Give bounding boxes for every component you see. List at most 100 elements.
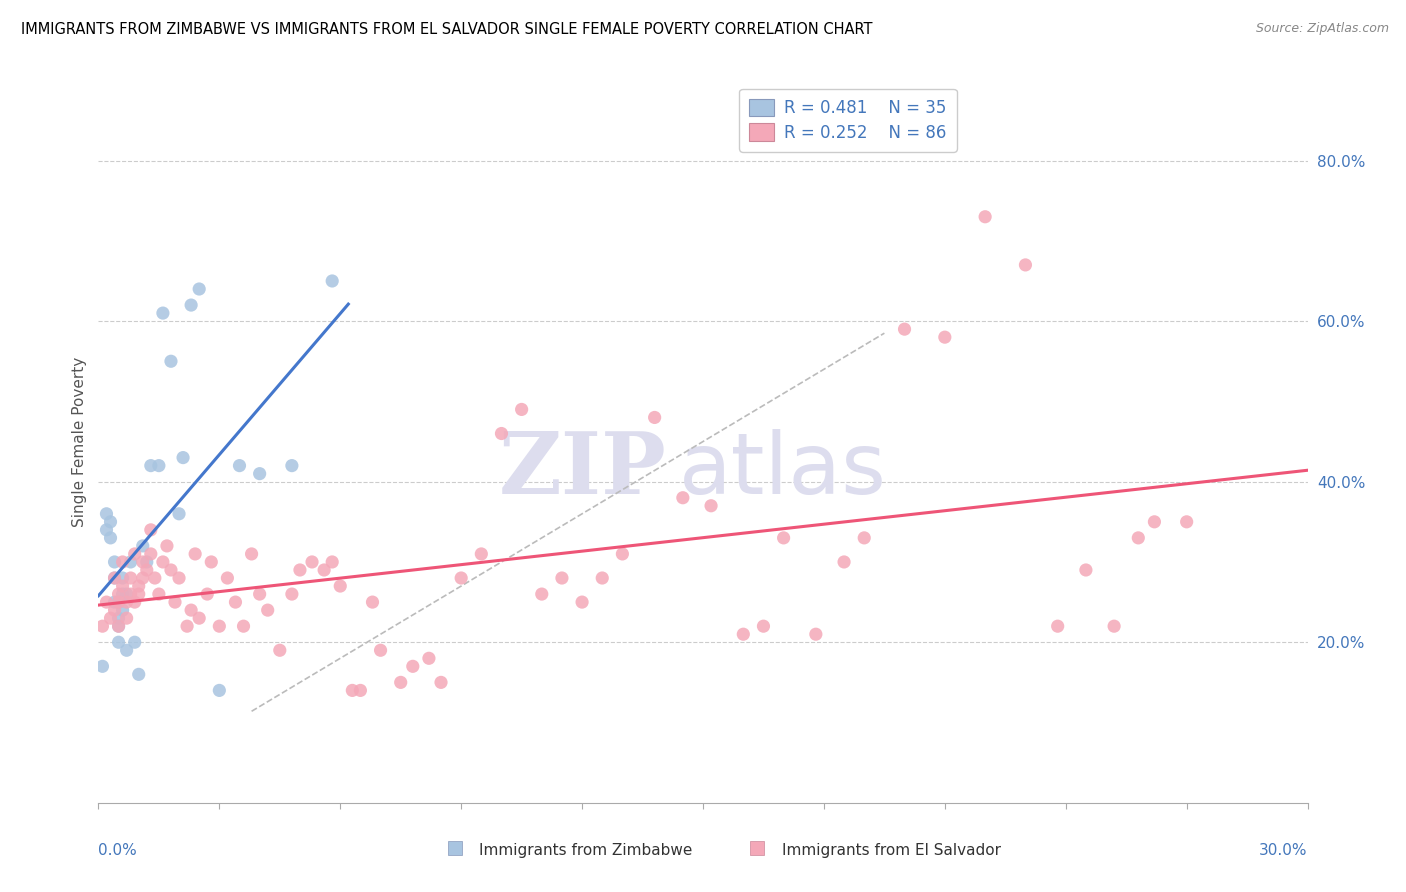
Point [124, 635, 146, 649]
Point [103, 603, 125, 617]
Point [418, 651, 440, 665]
Point [107, 635, 129, 649]
Point [1143, 515, 1166, 529]
Point [128, 667, 150, 681]
Point [1046, 619, 1069, 633]
Point [281, 587, 304, 601]
Legend: R = 0.481    N = 35, R = 0.252    N = 86: R = 0.481 N = 35, R = 0.252 N = 86 [740, 88, 957, 152]
Point [974, 210, 997, 224]
Point [314, 563, 336, 577]
Point [700, 499, 723, 513]
Point [107, 619, 129, 633]
Point [281, 458, 304, 473]
Point [132, 539, 155, 553]
Text: Immigrants from El Salvador: Immigrants from El Salvador [782, 843, 1001, 857]
Point [772, 531, 794, 545]
Point [195, 587, 218, 601]
Point [132, 555, 155, 569]
Point [100, 531, 122, 545]
Point [107, 619, 129, 633]
Text: Source: ZipAtlas.com: Source: ZipAtlas.com [1256, 22, 1389, 36]
Point [228, 458, 250, 473]
Point [135, 563, 157, 577]
Point [139, 547, 162, 561]
Point [733, 627, 755, 641]
Point [107, 611, 129, 625]
Point [1102, 619, 1125, 633]
Point [321, 274, 343, 288]
Point [208, 619, 231, 633]
Point [1128, 531, 1150, 545]
Point [224, 595, 246, 609]
Point [288, 563, 311, 577]
Y-axis label: Single Female Poverty: Single Female Poverty [72, 357, 87, 526]
Point [160, 354, 183, 368]
Point [132, 571, 155, 585]
Point [100, 611, 122, 625]
Point [240, 547, 263, 561]
Point [232, 619, 254, 633]
Point [208, 683, 231, 698]
Point [96, 595, 118, 609]
Point [103, 555, 125, 569]
Point [156, 539, 179, 553]
Text: 0.0%: 0.0% [98, 843, 138, 857]
Point [1175, 515, 1198, 529]
Point [301, 555, 323, 569]
Point [349, 683, 371, 698]
Point [1074, 563, 1097, 577]
Point [217, 571, 239, 585]
Point [571, 595, 593, 609]
Point [167, 571, 190, 585]
Point [176, 619, 198, 633]
Point [491, 426, 513, 441]
Point [361, 595, 384, 609]
Point [120, 571, 142, 585]
Point [111, 579, 134, 593]
Point [152, 555, 174, 569]
Point [370, 643, 392, 657]
Point [402, 659, 425, 673]
Point [172, 450, 194, 465]
Point [148, 458, 170, 473]
Point [672, 491, 695, 505]
Point [103, 595, 125, 609]
Text: ZIP: ZIP [499, 428, 666, 512]
Point [269, 643, 291, 657]
Point [530, 587, 553, 601]
Point [111, 555, 134, 569]
Point [135, 555, 157, 569]
Point [128, 587, 150, 601]
Point [124, 595, 146, 609]
Point [832, 555, 855, 569]
Point [115, 587, 138, 601]
Point [139, 523, 162, 537]
Point [115, 595, 138, 609]
Point [200, 555, 222, 569]
Point [111, 603, 134, 617]
Point [752, 619, 775, 633]
Point [103, 571, 125, 585]
Point [188, 611, 211, 625]
Point [115, 643, 138, 657]
Point [591, 571, 613, 585]
Point [120, 587, 142, 601]
Point [91, 659, 114, 673]
Point [853, 531, 876, 545]
Point [510, 402, 533, 417]
Point [804, 627, 827, 641]
Point [163, 595, 186, 609]
Point [124, 547, 146, 561]
Text: IMMIGRANTS FROM ZIMBABWE VS IMMIGRANTS FROM EL SALVADOR SINGLE FEMALE POVERTY CO: IMMIGRANTS FROM ZIMBABWE VS IMMIGRANTS F… [21, 22, 873, 37]
Point [321, 555, 343, 569]
Point [430, 675, 453, 690]
Point [180, 603, 202, 617]
Point [115, 611, 138, 625]
Point [184, 547, 207, 561]
Point [96, 523, 118, 537]
Point [1014, 258, 1036, 272]
Point [342, 683, 364, 698]
Point [120, 555, 142, 569]
Point [450, 571, 472, 585]
Point [143, 571, 166, 585]
